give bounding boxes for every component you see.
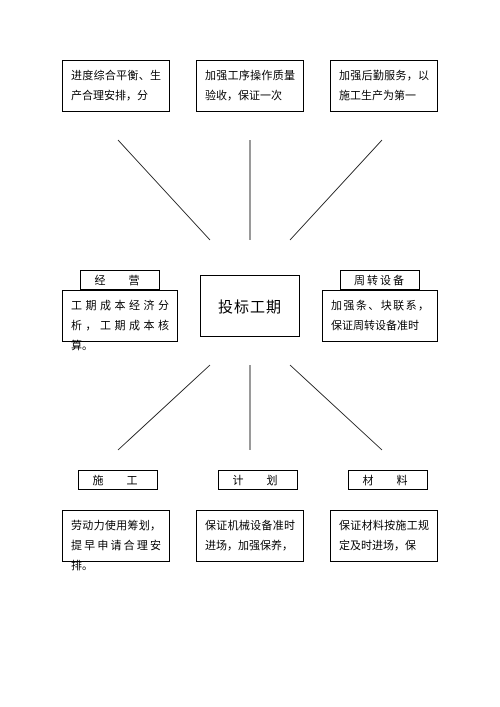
top-box-2-text: 加强后勤服务，以施工生产为第一 (339, 70, 429, 102)
mid-right-box-text: 加强条、块联系，保证周转设备准时 (331, 300, 429, 332)
bottom-label-1: 计 划 (218, 470, 298, 490)
top-box-0: 进度综合平衡、生产合理安排，分 (62, 60, 170, 112)
bottom-box-1-text: 保证机械设备准时进场，加强保养， (205, 520, 295, 552)
bottom-label-2-text: 材 料 (363, 475, 414, 487)
mid-left-label: 经 营 (80, 270, 160, 290)
mid-right-label-text: 周转设备 (354, 275, 406, 287)
bottom-box-1: 保证机械设备准时进场，加强保养， (196, 510, 304, 562)
bottom-box-0-text: 劳动力使用筹划，提早申请合理安排。 (71, 520, 161, 572)
bottom-box-2: 保证材料按施工规定及时进场，保 (330, 510, 438, 562)
top-box-1-text: 加强工序操作质量验收，保证一次 (205, 70, 295, 102)
mid-right-label: 周转设备 (340, 270, 420, 290)
top-box-0-text: 进度综合平衡、生产合理安排，分 (71, 70, 161, 102)
bottom-label-0: 施 工 (78, 470, 158, 490)
bottom-box-0: 劳动力使用筹划，提早申请合理安排。 (62, 510, 170, 562)
bottom-label-2: 材 料 (348, 470, 428, 490)
mid-left-box-text: 工期成本经济分析，工期成本核算。 (71, 300, 169, 352)
mid-left-box: 工期成本经济分析，工期成本核算。 (62, 290, 178, 342)
center-text: 投标工期 (218, 296, 282, 317)
bottom-label-1-text: 计 划 (233, 475, 284, 487)
center-box: 投标工期 (200, 275, 300, 337)
mid-left-label-text: 经 营 (95, 275, 146, 287)
bottom-label-0-text: 施 工 (93, 475, 144, 487)
mid-right-box: 加强条、块联系，保证周转设备准时 (322, 290, 438, 342)
top-box-1: 加强工序操作质量验收，保证一次 (196, 60, 304, 112)
bottom-box-2-text: 保证材料按施工规定及时进场，保 (339, 520, 429, 552)
top-box-2: 加强后勤服务，以施工生产为第一 (330, 60, 438, 112)
